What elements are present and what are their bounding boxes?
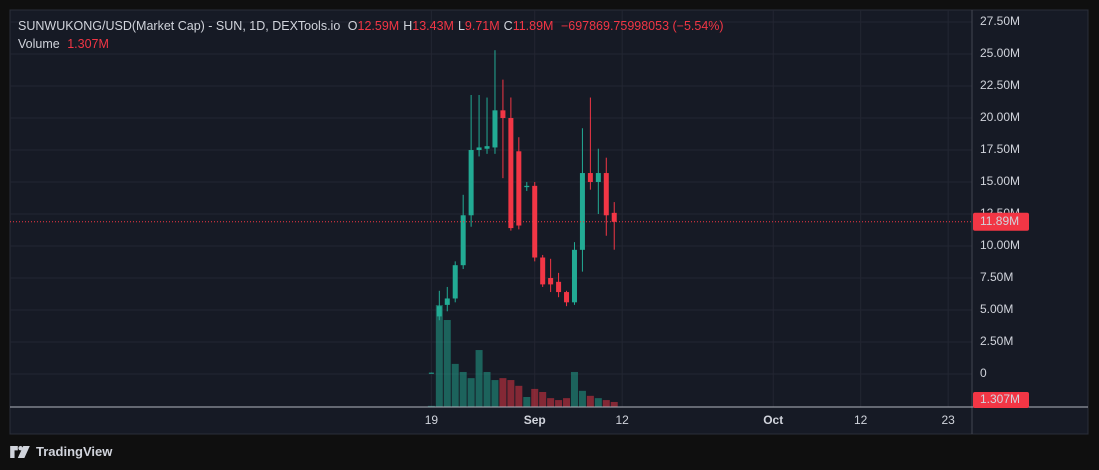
candle-body — [500, 110, 506, 119]
ohlc-value: 9.71M — [464, 19, 500, 33]
candle-body — [540, 257, 546, 285]
volume-value: 1.307M — [67, 37, 109, 51]
brand-logo — [10, 445, 30, 458]
candle-body — [468, 150, 474, 216]
last-price-box — [973, 212, 1029, 231]
volume-bar — [570, 371, 578, 407]
volume-bar — [594, 398, 602, 407]
last-price-label: 11.89M — [980, 214, 1019, 228]
candle-body — [516, 151, 522, 226]
y-tick-label: 10.00M — [980, 238, 1020, 252]
candle-body — [428, 372, 434, 374]
volume-bar — [467, 378, 475, 407]
x-tick-label: 12 — [616, 413, 630, 427]
candle-body — [548, 277, 554, 285]
volume-row: Volume 1.307M — [18, 35, 724, 53]
volume-bar — [602, 400, 610, 407]
y-tick-label: 20.00M — [980, 110, 1020, 124]
volume-bar — [427, 405, 435, 407]
volume-bar — [459, 371, 467, 407]
brand[interactable]: TradingView — [10, 444, 112, 459]
volume-bar — [443, 320, 451, 407]
candle-body — [603, 173, 609, 216]
candle-body — [564, 292, 570, 303]
candle-body — [492, 110, 498, 148]
candle-body — [452, 265, 458, 299]
volume-bar — [523, 396, 531, 407]
volume-bar — [435, 305, 443, 407]
candle-body — [571, 249, 577, 303]
candle-body — [524, 185, 530, 188]
volume-bar — [539, 391, 547, 407]
legend: SUNWUKONG/USD(Market Cap) - SUN, 1D, DEX… — [18, 17, 724, 53]
volume-bar — [531, 388, 539, 407]
last-volume-label: 1.307M — [980, 392, 1020, 406]
volume-bar — [451, 363, 459, 407]
y-tick-label: 15.00M — [980, 174, 1020, 188]
ohlc-value: 11.89M — [512, 19, 554, 33]
x-tick-label: Oct — [763, 413, 783, 427]
x-tick-label: Sep — [524, 413, 546, 427]
ohlc: O12.59M H13.43M L9.71M C11.89M — [344, 19, 554, 33]
y-tick-label: 2.50M — [980, 334, 1013, 348]
y-tick-label: 22.50M — [980, 78, 1020, 92]
ohlc-key: L — [457, 19, 465, 33]
volume-bar — [578, 390, 586, 407]
y-tick-label: 0 — [980, 366, 987, 380]
x-tick-label: 23 — [941, 413, 955, 427]
x-tick-label: 12 — [854, 413, 868, 427]
y-tick-label: 5.00M — [980, 302, 1013, 316]
volume-pane — [427, 305, 618, 407]
candle-body — [532, 185, 538, 258]
candle-body — [579, 173, 585, 250]
volume-bar — [491, 380, 499, 407]
candle-body — [508, 118, 514, 229]
candle-body — [611, 212, 617, 222]
axes: 02.50M5.00M7.50M10.00M12.50M15.00M17.50M… — [10, 14, 1029, 427]
volume-bar — [483, 371, 491, 407]
last-volume-box — [973, 392, 1029, 408]
candle-body — [595, 173, 601, 183]
ohlc-key: O — [347, 19, 358, 33]
candle-body — [436, 306, 442, 317]
y-tick-label: 7.50M — [980, 270, 1013, 284]
ohlc-value: 12.59M — [357, 19, 400, 33]
ohlc-value: 13.43M — [412, 19, 454, 33]
ohlc-key: H — [403, 19, 413, 33]
y-tick-label: 27.50M — [980, 14, 1020, 28]
source: - SUN, 1D, DEXTools.io — [204, 19, 341, 33]
candle-body — [587, 173, 593, 183]
grid — [10, 10, 972, 407]
candle-body — [484, 146, 490, 149]
candles — [428, 50, 617, 374]
volume-bar — [515, 385, 523, 407]
candle-body — [444, 298, 450, 305]
candle-body — [556, 281, 562, 293]
y-tick-label: 17.50M — [980, 142, 1020, 156]
candle-body — [476, 147, 482, 151]
change: −697869.75998053 (−5.54%) — [560, 19, 724, 33]
volume-title: Volume — [18, 37, 60, 51]
volume-bar — [499, 378, 507, 407]
volume-bar — [547, 398, 555, 407]
volume-bar — [586, 395, 594, 407]
legend-row: SUNWUKONG/USD(Market Cap) - SUN, 1D, DEX… — [18, 17, 724, 35]
volume-bar — [555, 400, 563, 407]
chart-panel — [9, 9, 1089, 435]
brand-name: TradingView — [36, 444, 113, 459]
x-tick-label: 19 — [425, 413, 439, 427]
ohlc-key: C — [503, 19, 513, 33]
volume-bar — [563, 398, 571, 407]
volume-bar — [507, 380, 515, 407]
volume-bar — [475, 350, 483, 407]
volume-bar — [610, 401, 618, 407]
symbol: SUNWUKONG/USD(Market Cap) — [18, 19, 205, 33]
candle-body — [460, 215, 466, 266]
y-tick-label: 25.00M — [980, 46, 1020, 60]
